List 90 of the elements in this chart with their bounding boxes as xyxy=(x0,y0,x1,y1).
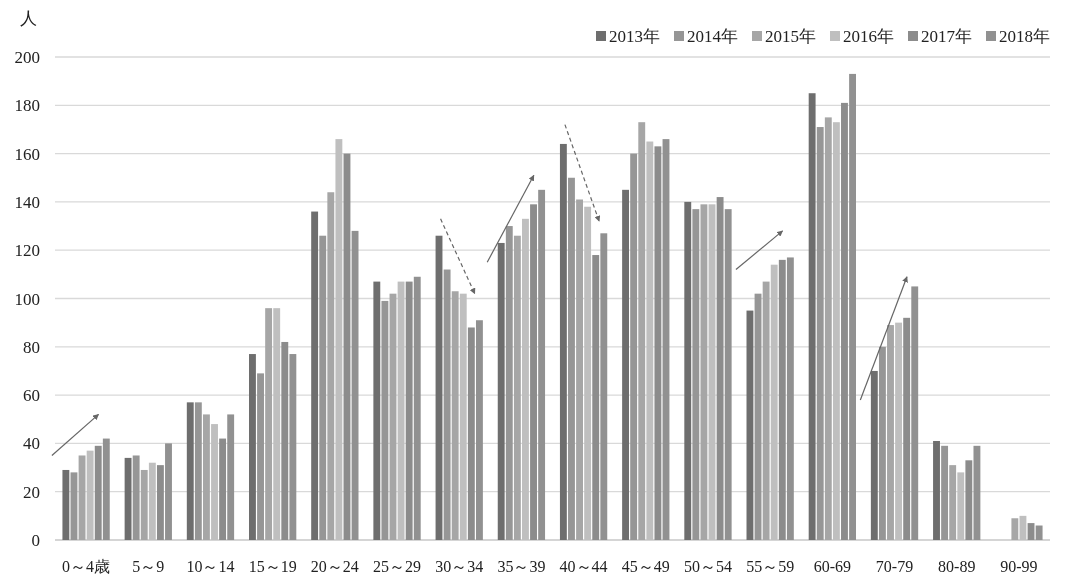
x-tick-label: 40～44 xyxy=(559,558,608,575)
bar xyxy=(630,153,638,540)
x-tick-label: 55～59 xyxy=(746,558,795,575)
bar xyxy=(451,291,459,540)
x-tick-label: 15～19 xyxy=(248,558,297,575)
x-tick-label: 10～14 xyxy=(186,558,235,575)
x-tick-label: 0～4歳 xyxy=(62,558,111,575)
bar xyxy=(148,462,156,540)
x-tick-label: 90-99 xyxy=(1000,558,1038,575)
bar xyxy=(140,469,148,540)
bar xyxy=(505,226,513,540)
bar xyxy=(870,370,878,540)
bar xyxy=(816,127,824,540)
bar xyxy=(273,308,281,540)
bar xyxy=(522,218,529,540)
bar xyxy=(638,122,646,540)
bar xyxy=(194,402,202,540)
x-tick-label: 80-89 xyxy=(938,558,976,575)
x-tick-label: 60-69 xyxy=(813,558,852,575)
y-tick-label: 0 xyxy=(31,531,40,550)
bar xyxy=(878,346,886,540)
bar xyxy=(202,414,210,540)
bar xyxy=(186,402,194,540)
bar xyxy=(584,206,592,540)
y-tick-label: 40 xyxy=(23,434,40,454)
bar xyxy=(941,445,949,540)
bar xyxy=(124,457,132,540)
bar xyxy=(646,141,654,540)
bar xyxy=(211,424,218,540)
x-tick-label: 25～29 xyxy=(373,558,422,575)
bar xyxy=(327,192,335,540)
bar xyxy=(832,122,840,540)
bar xyxy=(373,281,381,540)
x-tick-label: 20～24 xyxy=(310,558,359,575)
bar xyxy=(824,117,832,540)
bar xyxy=(397,281,405,540)
legend-label: 2017年 xyxy=(921,27,972,46)
bar xyxy=(808,93,816,540)
bar xyxy=(319,235,327,540)
y-tick-label: 160 xyxy=(14,144,40,164)
x-tick-label: 70-79 xyxy=(875,558,914,575)
bar xyxy=(257,373,264,540)
bar xyxy=(311,211,319,540)
bar xyxy=(513,235,521,540)
x-tick-label: 30～34 xyxy=(435,558,484,575)
bar xyxy=(895,322,903,540)
x-tick-label: 45～49 xyxy=(621,558,670,575)
legend-label: 2013年 xyxy=(609,27,660,46)
x-tick-label: 35～39 xyxy=(497,558,546,575)
y-tick-label: 140 xyxy=(14,192,40,212)
legend-label: 2015年 xyxy=(765,27,816,46)
y-tick-label: 60 xyxy=(23,386,40,406)
bar xyxy=(1035,525,1043,540)
y-tick-label: 20 xyxy=(23,482,40,502)
legend-label: 2014年 xyxy=(687,27,738,46)
bar xyxy=(576,199,583,540)
bar xyxy=(132,455,140,540)
bar xyxy=(568,177,575,540)
bar xyxy=(249,354,256,540)
y-tick-label: 80 xyxy=(23,337,40,357)
bar xyxy=(335,139,343,540)
bar xyxy=(933,440,940,540)
bar xyxy=(497,242,505,540)
bar xyxy=(949,465,957,540)
bar xyxy=(459,293,467,540)
bar xyxy=(700,204,708,540)
bar xyxy=(381,300,389,540)
bar xyxy=(762,281,770,540)
bar xyxy=(887,325,894,540)
y-tick-label: 100 xyxy=(14,289,40,309)
bar xyxy=(559,143,567,540)
bar xyxy=(654,146,662,540)
x-tick-label: 5～9 xyxy=(132,558,165,575)
bar xyxy=(957,472,965,540)
y-axis-title: 人 xyxy=(19,9,37,28)
bar xyxy=(1011,518,1019,540)
legend-label: 2018年 xyxy=(999,27,1050,46)
bar xyxy=(622,189,630,540)
y-tick-label: 180 xyxy=(14,96,40,116)
bar xyxy=(265,308,273,540)
bar xyxy=(62,469,70,540)
bar xyxy=(770,264,778,540)
bar xyxy=(86,450,94,540)
y-tick-label: 200 xyxy=(14,48,40,67)
bar xyxy=(443,269,451,540)
bar xyxy=(684,201,692,540)
legend-label: 2016年 xyxy=(843,27,894,46)
bar xyxy=(692,209,700,540)
x-tick-label: 50～54 xyxy=(683,558,732,575)
y-tick-label: 120 xyxy=(14,241,40,261)
